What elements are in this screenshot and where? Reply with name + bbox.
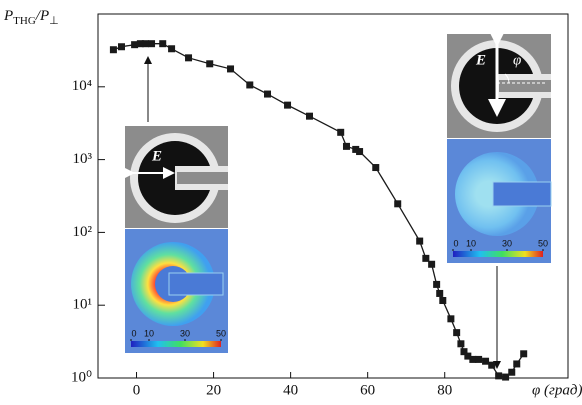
data-point xyxy=(141,40,149,48)
data-point xyxy=(227,65,235,73)
data-point xyxy=(488,361,496,369)
data-point xyxy=(416,237,424,245)
y-axis-label: PTHG/P⊥ xyxy=(3,8,59,26)
data-point xyxy=(118,43,125,51)
colorbar-tick-label: 30 xyxy=(502,238,512,248)
data-point xyxy=(185,54,193,62)
data-point xyxy=(428,260,436,268)
x-tick-label: 80 xyxy=(437,382,452,398)
data-point xyxy=(482,357,490,365)
data-point xyxy=(460,348,468,356)
data-point xyxy=(513,360,521,368)
x-tick-label: 60 xyxy=(360,382,375,398)
simulation-left xyxy=(125,229,228,353)
data-point xyxy=(109,46,117,54)
sem-image-right xyxy=(447,29,551,138)
colorbar-tick-label: 0 xyxy=(453,238,458,248)
data-point xyxy=(394,200,402,208)
data-point xyxy=(337,128,345,136)
data-point xyxy=(264,90,272,98)
data-point xyxy=(206,60,214,68)
data-point xyxy=(439,297,447,305)
data-point xyxy=(148,40,156,48)
data-point xyxy=(246,81,254,89)
data-point xyxy=(306,112,313,120)
data-point xyxy=(469,355,477,363)
x-tick-label: 0 xyxy=(133,382,141,398)
data-point xyxy=(159,40,167,48)
field-label: E xyxy=(151,148,162,164)
data-point xyxy=(457,340,465,348)
colorbar: 0 10 30 50 xyxy=(130,328,226,347)
x-axis-label: φ (град) xyxy=(532,382,582,398)
x-tick-label: 20 xyxy=(206,382,221,398)
field-label: E xyxy=(475,52,486,68)
y-tick-label: 10⁰ xyxy=(71,369,92,385)
data-point xyxy=(342,142,350,150)
data-point xyxy=(136,40,144,48)
angle-label: φ xyxy=(513,52,521,68)
data-point xyxy=(495,372,503,380)
data-point xyxy=(447,315,455,323)
data-point xyxy=(475,355,483,363)
colorbar-tick-label: 10 xyxy=(466,238,476,248)
y-tick-label: 10³ xyxy=(73,151,93,167)
colorbar-gradient xyxy=(131,341,221,347)
data-point xyxy=(422,254,430,262)
data-point xyxy=(131,41,139,49)
y-tick-label: 10¹ xyxy=(73,297,93,313)
data-point xyxy=(436,289,444,297)
colorbar-tick-label: 10 xyxy=(144,328,154,338)
sem-image-left xyxy=(123,126,228,228)
colorbar: 0 10 30 50 xyxy=(452,238,548,257)
data-point xyxy=(453,329,461,337)
colorbar-tick-label: 50 xyxy=(216,328,226,338)
data-point xyxy=(284,101,292,109)
plot-frame xyxy=(97,13,569,379)
data-point xyxy=(508,368,516,376)
data-point xyxy=(372,164,380,172)
data-point xyxy=(168,45,176,53)
y-tick-label: 10² xyxy=(73,224,93,240)
colorbar-tick-label: 30 xyxy=(180,328,190,338)
colorbar-gradient xyxy=(453,251,543,257)
colorbar-tick-label: 0 xyxy=(131,328,136,338)
data-point xyxy=(356,148,364,156)
data-point xyxy=(464,352,472,360)
colorbar-tick-label: 50 xyxy=(538,238,548,248)
simulation-right xyxy=(447,139,552,263)
data-point xyxy=(502,373,510,381)
data-point xyxy=(352,145,360,153)
data-point xyxy=(433,280,441,288)
y-tick-label: 10⁴ xyxy=(72,78,92,94)
x-tick-label: 40 xyxy=(283,382,298,398)
data-point xyxy=(520,350,528,358)
